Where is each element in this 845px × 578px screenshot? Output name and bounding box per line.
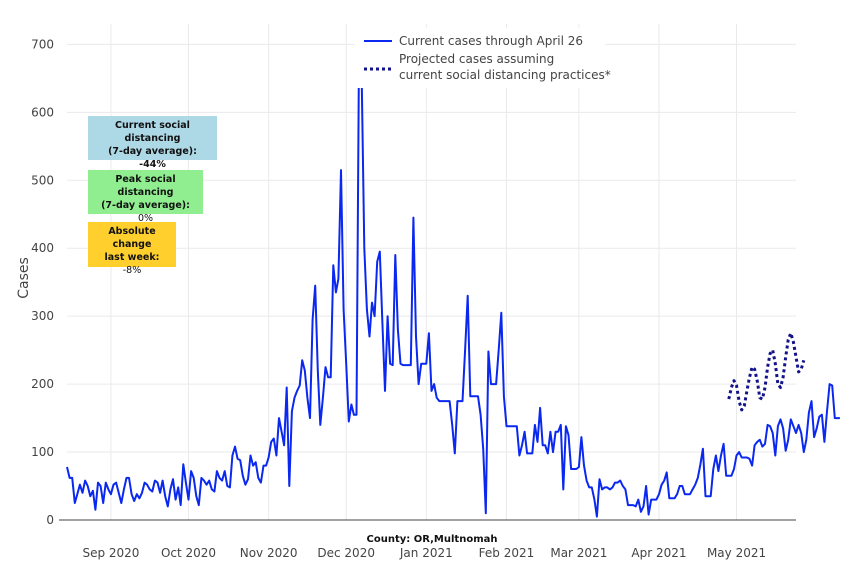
series-layer: [66, 36, 840, 518]
y-tick-label: 100: [31, 445, 54, 459]
legend[interactable]: Current cases through April 26 Projected…: [355, 28, 611, 88]
legend-projected-label-line1: Projected cases assuming: [399, 52, 554, 66]
x-axis-ticks: Sep 2020 Oct 2020 Nov 2020 Dec 2020 Jan 2021…: [82, 546, 766, 560]
box-heading-line1: Absolute change: [108, 226, 156, 250]
x-tick-label: Apr 2021: [631, 546, 686, 560]
legend-background: [355, 28, 605, 88]
absolute-change-box: Absolute change last week: -8%: [88, 222, 176, 276]
chart-caption: County: OR,Multnomah: [367, 534, 498, 545]
current-cases-line: [66, 36, 840, 518]
y-tick-label: 300: [31, 309, 54, 323]
box-heading-line1: Current social distancing: [115, 120, 190, 144]
x-tick-label: Sep 2020: [82, 546, 139, 560]
y-tick-label: 500: [31, 173, 54, 187]
x-tick-label: Nov 2020: [240, 546, 298, 560]
y-axis-ticks: 0 100 200 300 400 500 600 700: [31, 37, 54, 527]
y-tick-label: 200: [31, 377, 54, 391]
x-gridlines: [110, 24, 738, 520]
current-social-distancing-box: Current social distancing (7-day average…: [88, 116, 217, 170]
legend-current-label: Current cases through April 26: [399, 34, 583, 48]
x-tick-label: Mar 2021: [550, 546, 607, 560]
x-tick-label: Dec 2020: [317, 546, 375, 560]
y-tick-label: 0: [46, 513, 54, 527]
box-value: -8%: [122, 265, 142, 276]
y-axis-title: Cases: [16, 257, 32, 299]
x-tick-label: Jan 2021: [399, 546, 453, 560]
legend-projected-label-line2: current social distancing practices*: [399, 68, 611, 82]
x-tick-label: May 2021: [707, 546, 766, 560]
peak-social-distancing-box: Peak social distancing (7-day average): …: [88, 170, 203, 224]
y-tick-label: 600: [31, 105, 54, 119]
x-tick-label: Oct 2020: [161, 546, 216, 560]
y-tick-label: 400: [31, 241, 54, 255]
x-tick-label: Feb 2021: [479, 546, 535, 560]
box-heading-line2: last week:: [104, 252, 160, 263]
box-value: 0%: [137, 213, 154, 224]
box-heading-line2: (7-day average):: [108, 146, 197, 157]
y-tick-label: 700: [31, 37, 54, 51]
box-heading-line2: (7-day average):: [101, 200, 190, 211]
box-value: -44%: [139, 159, 166, 170]
box-heading-line1: Peak social distancing: [115, 174, 176, 198]
projected-cases-line: [727, 331, 806, 412]
